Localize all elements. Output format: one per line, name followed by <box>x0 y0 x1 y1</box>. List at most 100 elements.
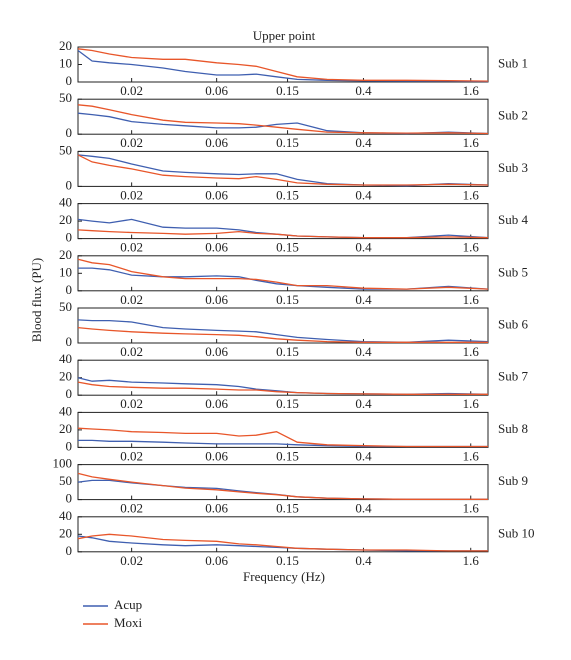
x-tick-label: 0.4 <box>355 501 372 516</box>
x-tick-label: 0.06 <box>205 187 228 202</box>
x-tick-label: 0.15 <box>276 501 299 516</box>
x-tick-label: 1.6 <box>463 187 480 202</box>
panel-title: Sub 5 <box>498 264 528 279</box>
x-tick-label: 0.02 <box>120 501 143 516</box>
x-tick-label: 0.4 <box>355 135 372 150</box>
series-line <box>77 427 488 448</box>
x-tick-label: 0.06 <box>205 344 228 359</box>
x-tick-label: 0.06 <box>205 553 228 568</box>
y-tick-label: 50 <box>59 299 72 314</box>
x-tick-label: 0.4 <box>355 344 372 359</box>
y-tick-label: 20 <box>59 369 72 384</box>
x-tick-label: 0.15 <box>276 292 299 307</box>
x-tick-label: 0.4 <box>355 396 372 411</box>
x-tick-label: 1.6 <box>463 240 480 255</box>
y-tick-label: 10 <box>59 55 72 70</box>
panel-frame <box>77 150 489 187</box>
y-tick-label: 50 <box>59 473 72 488</box>
series-line <box>77 326 488 343</box>
series-line <box>77 472 488 500</box>
series-line <box>77 229 489 239</box>
x-tick-label: 0.15 <box>276 396 299 411</box>
x-tick-label: 0.02 <box>120 135 143 150</box>
x-tick-label: 0.06 <box>205 83 228 98</box>
y-tick-label: 40 <box>59 403 72 418</box>
x-tick-label: 1.6 <box>463 135 480 150</box>
x-tick-label: 0.02 <box>120 396 143 411</box>
panel-title: Sub 1 <box>498 55 528 70</box>
panel-title: Sub 4 <box>498 212 528 227</box>
series-line <box>77 533 488 552</box>
series-line <box>77 535 488 552</box>
x-tick-label: 0.02 <box>120 344 143 359</box>
x-tick-label: 0.15 <box>276 240 299 255</box>
y-tick-label: 20 <box>59 525 72 540</box>
y-tick-label: 0 <box>66 491 73 506</box>
x-tick-label: 1.6 <box>463 83 480 98</box>
figure-title: Upper point <box>253 28 316 43</box>
y-tick-label: 0 <box>66 282 73 297</box>
x-tick-label: 0.02 <box>120 83 143 98</box>
panel-title: Sub 2 <box>498 108 528 123</box>
x-axis-label: Frequency (Hz) <box>243 569 325 584</box>
x-tick-label: 1.6 <box>463 292 480 307</box>
y-tick-label: 0 <box>66 386 73 401</box>
panel-title: Sub 10 <box>498 525 534 540</box>
series-line <box>77 48 489 82</box>
legend-label: Acup <box>114 597 142 612</box>
x-tick-label: 0.06 <box>205 135 228 150</box>
x-tick-label: 0.4 <box>355 553 372 568</box>
legend-label: Moxi <box>114 615 143 630</box>
series-line <box>78 267 489 290</box>
x-tick-label: 0.15 <box>276 448 299 463</box>
x-tick-label: 0.02 <box>120 553 143 568</box>
x-tick-label: 0.15 <box>276 83 299 98</box>
panel-title: Sub 7 <box>498 369 528 384</box>
panel-frame <box>77 307 489 344</box>
x-tick-label: 1.6 <box>463 396 480 411</box>
x-tick-label: 0.15 <box>276 553 299 568</box>
y-tick-label: 0 <box>66 73 73 88</box>
y-tick-label: 0 <box>66 230 73 245</box>
panel-frame <box>77 98 489 135</box>
x-tick-label: 0.4 <box>355 448 372 463</box>
y-tick-label: 50 <box>59 142 72 157</box>
series-line <box>77 104 489 135</box>
panel-frame <box>77 359 489 396</box>
x-tick-label: 0.06 <box>205 501 228 516</box>
x-tick-label: 0.4 <box>355 292 372 307</box>
panel-frame <box>77 464 489 501</box>
series-line <box>77 381 488 395</box>
x-tick-label: 0.4 <box>355 83 372 98</box>
y-tick-label: 0 <box>66 334 73 349</box>
x-tick-label: 0.15 <box>276 187 299 202</box>
y-tick-label: 10 <box>59 264 72 279</box>
panel-frame <box>77 46 489 83</box>
y-tick-label: 0 <box>66 125 73 140</box>
series-line <box>78 439 488 448</box>
x-tick-label: 0.02 <box>120 292 143 307</box>
series-line <box>77 154 489 186</box>
y-tick-label: 20 <box>59 212 72 227</box>
x-tick-label: 0.06 <box>205 396 228 411</box>
x-tick-label: 1.6 <box>463 553 480 568</box>
x-tick-label: 0.02 <box>120 240 143 255</box>
y-tick-label: 40 <box>59 508 72 523</box>
panel-title: Sub 6 <box>498 316 528 331</box>
x-tick-label: 0.06 <box>205 240 228 255</box>
y-tick-label: 100 <box>53 456 73 471</box>
x-tick-label: 0.15 <box>276 344 299 359</box>
x-tick-label: 0.06 <box>205 448 228 463</box>
y-tick-label: 20 <box>59 247 72 262</box>
x-tick-label: 1.6 <box>463 448 480 463</box>
y-tick-label: 20 <box>59 38 72 53</box>
panel-title: Sub 8 <box>498 421 528 436</box>
x-tick-label: 1.6 <box>463 344 480 359</box>
y-tick-label: 20 <box>59 421 72 436</box>
y-tick-label: 40 <box>59 351 72 366</box>
x-tick-label: 0.4 <box>355 240 372 255</box>
series-line <box>77 49 489 83</box>
x-tick-label: 0.4 <box>355 187 372 202</box>
panel-title: Sub 9 <box>498 473 528 488</box>
